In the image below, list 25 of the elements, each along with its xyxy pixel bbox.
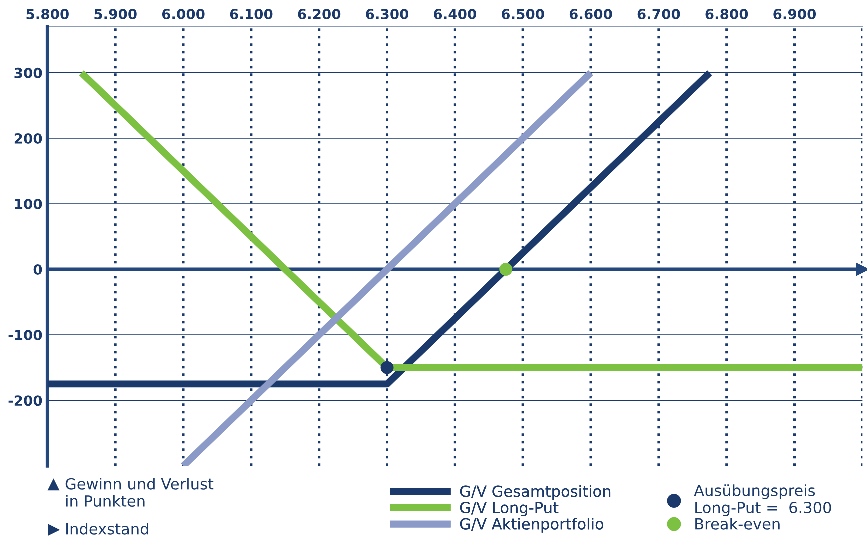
y-tick-label: -200 [8,396,42,406]
legend-label: Ausübungspreis Long-Put = 6.300 [694,484,832,517]
x-tick-label: 5.800 [26,9,69,20]
x-tick-label: 6.600 [570,9,612,20]
y-tick-label: 0 [34,264,42,276]
y-tick-label: 300 [14,68,42,78]
x-tick-label: 5.900 [94,9,137,20]
y-tick-label: 100 [15,198,42,210]
x-tick-label: 6.200 [298,9,341,20]
x-tick-label: 6.500 [502,9,544,20]
x-tick-label: 6.900 [774,9,816,20]
legend-label: G/V Gesamtposition [460,485,611,500]
x-tick-label: 6.100 [230,9,273,20]
x-tick-label: 6.300 [366,9,409,20]
x-tick-label: 6.000 [162,9,205,20]
x-tick-label: 6.400 [434,9,476,20]
x-tick-label: 6.800 [706,9,748,20]
x-tick-label: 6.700 [638,9,680,20]
text: Gewinn und Verlust in Punkten [66,478,214,507]
legend-label: G/V Long-Put [460,502,559,517]
y-tick-label: -100 [8,330,42,341]
text: Indexstand [66,523,148,535]
y-tick-label: 200 [14,133,42,144]
legend-label: G/V Aktienportfolio [460,518,604,533]
legend-label: Break-even [696,518,780,530]
